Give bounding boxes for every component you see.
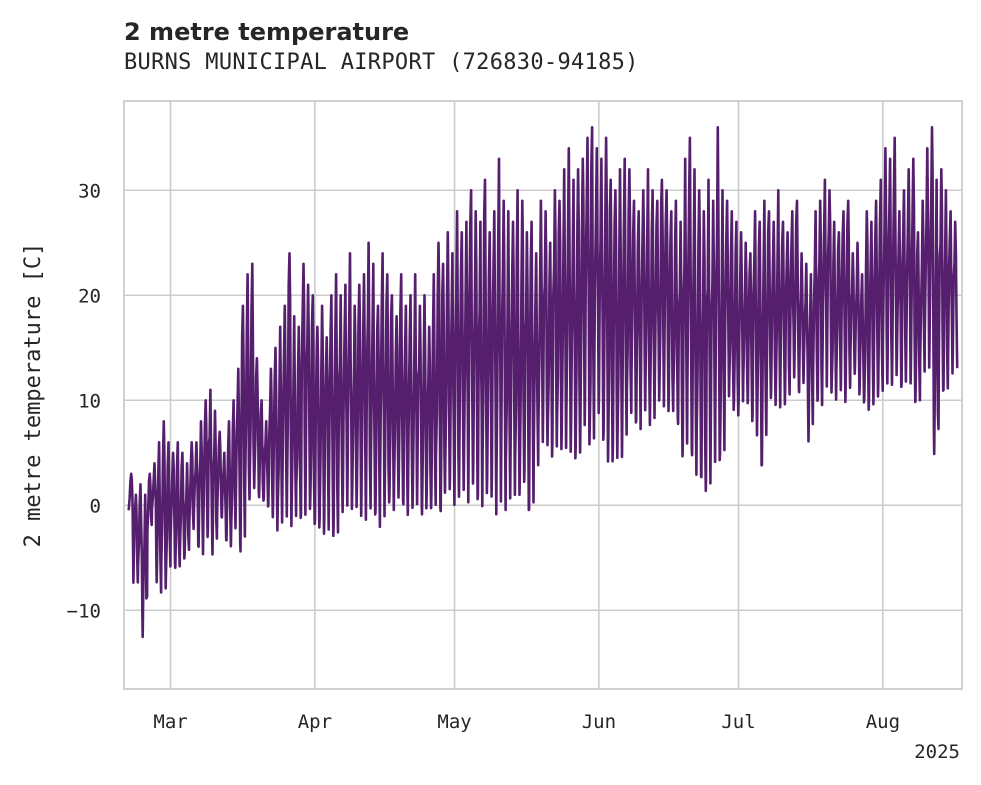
x-tick-label: Mar: [153, 711, 187, 733]
x-tick-label: Aug: [866, 711, 900, 733]
y-tick-label: −10: [67, 600, 101, 622]
x-axis-year-label: 2025: [914, 741, 960, 763]
x-tick-label: Apr: [298, 711, 332, 733]
series-line-2m-temperature: [127, 126, 959, 639]
y-axis-label: 2 metre temperature [C]: [21, 243, 46, 548]
chart-title: 2 metre temperature: [124, 18, 410, 46]
chart-subtitle: BURNS MUNICIPAL AIRPORT (726830-94185): [124, 50, 639, 75]
x-axis-ticks: Mar Apr May Jun Jul Aug: [153, 711, 900, 733]
y-tick-label: 30: [78, 180, 101, 202]
plot-frame: [123, 100, 963, 690]
x-tick-label: Jun: [582, 711, 616, 733]
x-tick-label: Jul: [721, 711, 755, 733]
y-tick-label: 10: [78, 390, 101, 412]
y-axis-ticks: −10 0 10 20 30: [67, 180, 101, 622]
y-tick-label: 20: [78, 285, 101, 307]
y-tick-label: 0: [90, 495, 101, 517]
x-tick-label: May: [437, 711, 471, 733]
